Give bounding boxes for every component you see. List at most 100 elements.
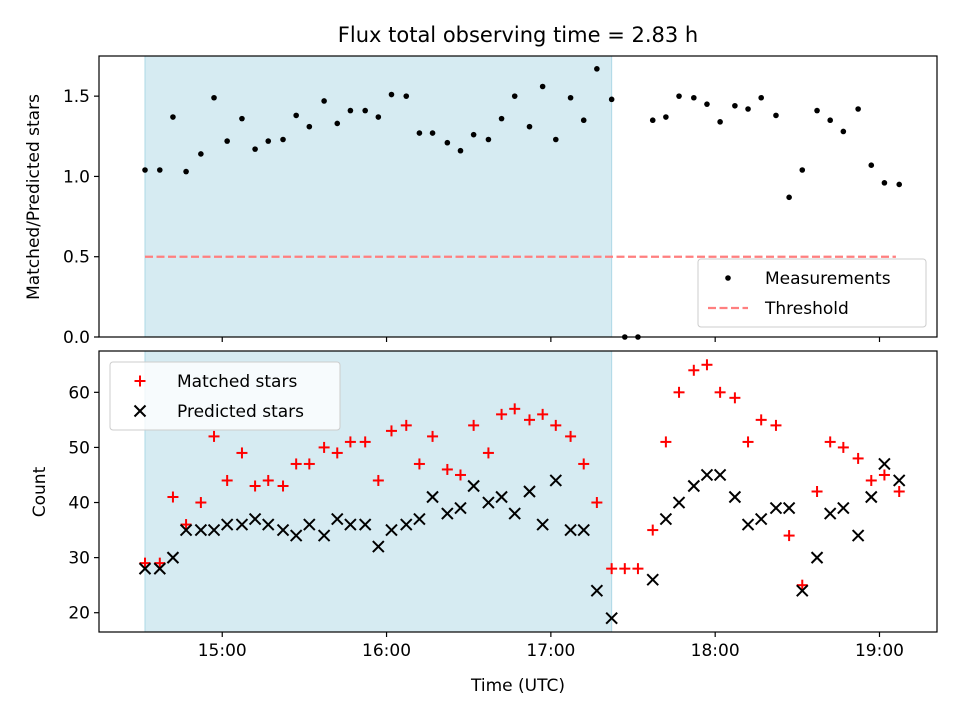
data-point: [878, 457, 891, 471]
top-legend-entry: Threshold: [708, 299, 849, 319]
data-point: [385, 425, 397, 437]
data-point: [334, 120, 341, 127]
data-point: [796, 584, 809, 597]
data-point: [704, 101, 710, 107]
top-series-measurements: [142, 66, 903, 340]
bottom-x-tick-label: 15:00: [198, 641, 247, 661]
top-legend-label: Threshold: [764, 299, 849, 319]
data-point: [823, 507, 837, 520]
top-y-tick-label: 0.5: [63, 248, 90, 268]
data-point: [786, 194, 792, 201]
data-point: [441, 463, 453, 475]
data-point: [468, 419, 480, 431]
data-point: [536, 518, 549, 531]
bottom-series-matched-stars: [139, 359, 905, 591]
data-point: [770, 419, 782, 431]
data-point: [303, 518, 316, 531]
data-point: [660, 436, 672, 448]
data-point: [485, 136, 492, 143]
data-point: [567, 94, 574, 101]
data-point: [441, 507, 454, 520]
data-point: [811, 486, 823, 497]
top-y-axis-label: Matched/Predicted stars: [24, 94, 44, 300]
data-point: [717, 119, 723, 125]
data-point: [619, 563, 631, 575]
data-point: [754, 512, 768, 526]
data-point: [331, 447, 343, 459]
data-point: [306, 123, 313, 130]
data-point: [426, 490, 439, 504]
data-point: [810, 551, 824, 564]
data-point: [375, 114, 382, 120]
data-point: [444, 139, 451, 146]
chart-title: Flux total observing time = 2.83 h: [338, 23, 698, 47]
data-point: [482, 496, 495, 509]
data-point: [578, 458, 590, 470]
bottom-y-tick-label: 50: [68, 438, 90, 458]
data-point: [413, 458, 425, 470]
data-point: [552, 136, 559, 143]
data-point: [701, 359, 713, 371]
bottom-y-tick-label: 60: [68, 383, 90, 403]
data-point: [742, 436, 754, 448]
data-point: [523, 485, 536, 498]
data-point: [179, 523, 193, 537]
data-point: [691, 94, 697, 101]
data-point: [180, 519, 192, 531]
data-point: [509, 403, 521, 415]
data-point: [358, 518, 372, 531]
data-point: [688, 364, 700, 376]
data-point: [649, 117, 656, 124]
data-point: [372, 540, 385, 553]
data-point: [211, 94, 217, 101]
data-point: [167, 491, 179, 503]
data-point: [183, 168, 189, 175]
legend-marker: [133, 404, 147, 418]
x-axis-label: Time (UTC): [470, 676, 565, 696]
data-point: [893, 486, 905, 497]
data-point: [388, 91, 395, 98]
data-point: [837, 441, 849, 453]
data-point: [224, 138, 230, 144]
top-y-tick-label: 1.0: [63, 167, 90, 187]
data-point: [142, 167, 148, 173]
data-point: [549, 474, 562, 487]
data-point: [896, 181, 903, 188]
data-point: [166, 551, 180, 564]
data-point: [659, 512, 673, 526]
data-point: [580, 117, 587, 124]
data-point: [372, 474, 384, 486]
data-point: [262, 474, 274, 486]
data-point: [729, 392, 741, 404]
data-point: [837, 501, 850, 515]
data-point: [303, 458, 315, 470]
data-point: [429, 130, 436, 136]
data-point: [138, 562, 152, 575]
data-point: [606, 563, 618, 575]
data-point: [673, 386, 685, 398]
data-point: [865, 490, 878, 504]
data-point: [239, 115, 245, 122]
data-point: [276, 523, 290, 537]
data-point: [156, 167, 163, 173]
data-point: [878, 469, 890, 481]
data-point: [344, 436, 356, 448]
data-point: [454, 501, 467, 515]
data-point: [632, 563, 644, 575]
top-panel: 0.0 0.5 1.0 1.5 Measurements Threshold: [63, 55, 938, 348]
data-point: [852, 452, 864, 464]
data-point: [700, 468, 714, 482]
data-point: [732, 102, 738, 109]
data-point: [687, 479, 701, 493]
data-point: [495, 490, 508, 504]
data-point: [249, 480, 261, 492]
data-point: [457, 147, 464, 154]
data-point: [564, 523, 577, 537]
bottom-series-predicted-stars: [138, 457, 906, 625]
data-point: [745, 106, 751, 112]
data-point: [550, 419, 562, 431]
bottom-legend-label: Matched stars: [177, 372, 297, 392]
data-point: [782, 501, 796, 515]
data-point: [577, 523, 590, 537]
